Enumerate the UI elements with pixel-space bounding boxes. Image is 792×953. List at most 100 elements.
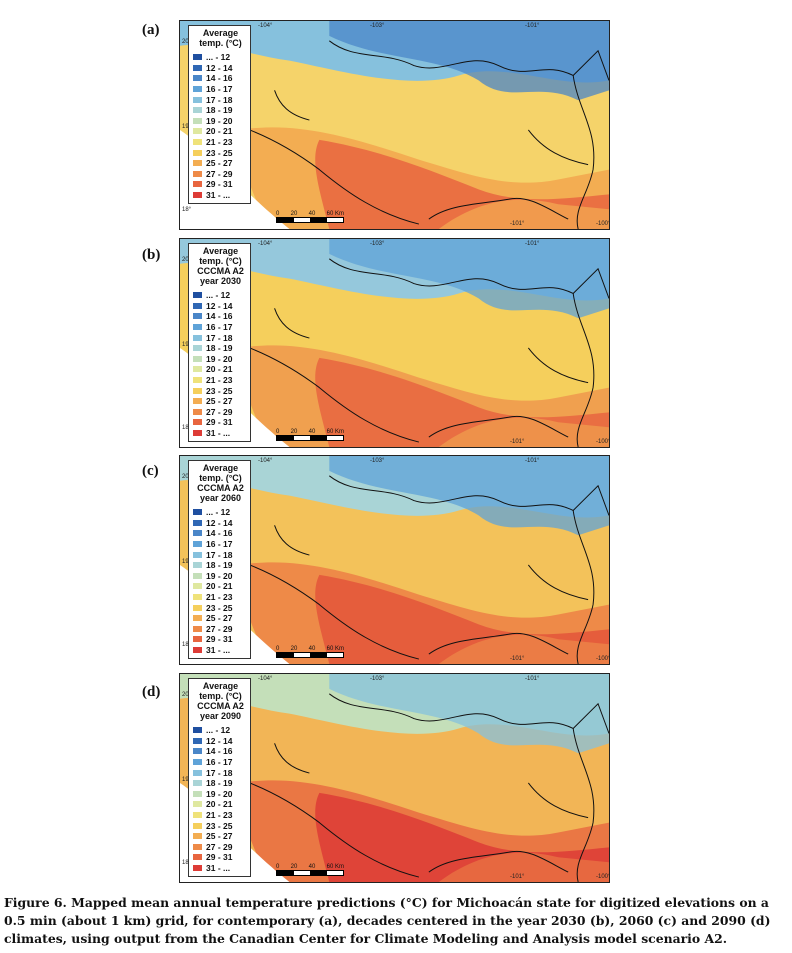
legend-title-line: CCCMA A2 <box>197 483 244 493</box>
legend-swatch <box>193 865 202 872</box>
map-legend: Average temp. (°C) CCCMA A2 year 2030 ... - … <box>188 243 251 443</box>
legend-label: 23 - 25 <box>206 147 233 158</box>
coordinate-label: 19° <box>182 124 192 130</box>
legend-entry: 14 - 16 <box>193 528 248 539</box>
legend-label: 12 - 14 <box>206 62 233 73</box>
scale-tick-label: 40 <box>308 429 316 435</box>
legend-label: 18 - 19 <box>206 343 233 354</box>
legend-entry: 27 - 29 <box>193 842 248 853</box>
legend-title-line: CCCMA A2 <box>197 266 244 276</box>
coordinate-label: -101° <box>525 241 540 247</box>
map-panel: -104° -103° -101° 20° 19° 18° -101° -100° Averag… <box>179 20 610 230</box>
legend-entry: 14 - 16 <box>193 746 248 757</box>
legend-entry: 19 - 20 <box>193 116 248 127</box>
coordinate-label: -101° <box>510 221 525 227</box>
legend-swatch <box>193 408 202 415</box>
legend-swatch <box>193 759 202 766</box>
legend-swatch <box>193 107 202 114</box>
legend-swatch <box>193 419 202 426</box>
legend-swatch <box>193 769 202 776</box>
legend-label: 29 - 31 <box>206 852 233 863</box>
legend-label: 23 - 25 <box>206 820 233 831</box>
scale-tick-label: 20 <box>290 429 298 435</box>
legend-entry: 29 - 31 <box>193 634 248 645</box>
coordinate-label: -100° <box>596 221 610 227</box>
scale-tick-label: 0 <box>276 864 280 870</box>
legend-label: 17 - 18 <box>206 767 233 778</box>
legend-title-line: Average <box>202 681 239 691</box>
legend-title-line: year 2030 <box>199 276 242 286</box>
legend-swatch <box>193 377 202 384</box>
legend-entry: 19 - 20 <box>193 789 248 800</box>
legend-entry: 20 - 21 <box>193 364 248 375</box>
legend-label: ... - 12 <box>206 52 231 63</box>
legend-swatch <box>193 86 202 93</box>
scale-tick-label: 0 <box>276 211 280 217</box>
legend-swatch <box>193 192 202 199</box>
legend-entry: 27 - 29 <box>193 407 248 418</box>
legend-label: 19 - 20 <box>206 353 233 364</box>
legend-label: 17 - 18 <box>206 332 233 343</box>
legend-title-line: temp. (°C) <box>199 256 242 266</box>
scale-tick-label: 0 <box>276 429 280 435</box>
legend-entry: 23 - 25 <box>193 385 248 396</box>
legend-swatch <box>193 843 202 850</box>
legend-label: 14 - 16 <box>206 311 233 322</box>
legend-swatch <box>193 801 202 808</box>
legend-label: 27 - 29 <box>206 623 233 634</box>
coordinate-label: -100° <box>596 439 610 445</box>
map-panel: -104° -103° -101° 20° 19° 18° -101° -100° Averag… <box>179 238 610 448</box>
legend-label: 27 - 29 <box>206 406 233 417</box>
legend-entry: 27 - 29 <box>193 169 248 180</box>
legend-label: ... - 12 <box>206 290 231 301</box>
legend-swatch <box>193 737 202 744</box>
legend-label: 18 - 19 <box>206 778 233 789</box>
scale-tick-label: 40 <box>308 211 316 217</box>
coordinate-label: -101° <box>510 656 525 662</box>
legend-label: ... - 12 <box>206 507 231 518</box>
legend-swatch <box>193 334 202 341</box>
legend-swatch <box>193 551 202 558</box>
legend-entry: 16 - 17 <box>193 84 248 95</box>
legend-entry: 19 - 20 <box>193 354 248 365</box>
scale-tick-label: 60 Km <box>326 211 344 217</box>
legend-entry: 29 - 31 <box>193 852 248 863</box>
legend-label: 14 - 16 <box>206 528 233 539</box>
legend-label: 25 - 27 <box>206 396 233 407</box>
legend-swatch <box>193 509 202 516</box>
coordinate-label: -101° <box>525 676 540 682</box>
legend-label: 19 - 20 <box>206 788 233 799</box>
coordinate-label: 19° <box>182 777 192 783</box>
legend-label: 18 - 19 <box>206 560 233 571</box>
legend-entry: 20 - 21 <box>193 126 248 137</box>
legend-title-line: temp. (°C) <box>199 691 242 701</box>
legend-swatch <box>193 75 202 82</box>
legend-entry: 25 - 27 <box>193 158 248 169</box>
coordinate-label: -103° <box>370 458 385 464</box>
legend-entry: 27 - 29 <box>193 624 248 635</box>
legend-entry: 18 - 19 <box>193 105 248 116</box>
legend-entry: 21 - 23 <box>193 810 248 821</box>
map-legend: Average temp. (°C) CCCMA A2 year 2090 ... - … <box>188 678 251 878</box>
scale-tick-label: 0 <box>276 646 280 652</box>
legend-label: 21 - 23 <box>206 137 233 148</box>
legend-entry: 31 - ... <box>193 863 248 874</box>
map-panel: -104° -103° -101° 20° 19° 18° -101° -100° Averag… <box>179 673 610 883</box>
legend-swatch <box>193 822 202 829</box>
legend-swatch <box>193 615 202 622</box>
legend-swatch <box>193 727 202 734</box>
scale-tick-label: 40 <box>308 864 316 870</box>
legend-label: 19 - 20 <box>206 570 233 581</box>
legend-swatch <box>193 139 202 146</box>
legend-label: 27 - 29 <box>206 841 233 852</box>
legend-label: 20 - 21 <box>206 581 233 592</box>
legend-label: 16 - 17 <box>206 757 233 768</box>
legend-label: 17 - 18 <box>206 549 233 560</box>
legend-swatch <box>193 292 202 299</box>
legend-label: 31 - ... <box>206 863 231 874</box>
coordinate-label: -101° <box>510 874 525 880</box>
legend-label: 23 - 25 <box>206 602 233 613</box>
legend-entry: 18 - 19 <box>193 560 248 571</box>
legend-entry: 21 - 23 <box>193 592 248 603</box>
scale-tick-label: 20 <box>290 646 298 652</box>
